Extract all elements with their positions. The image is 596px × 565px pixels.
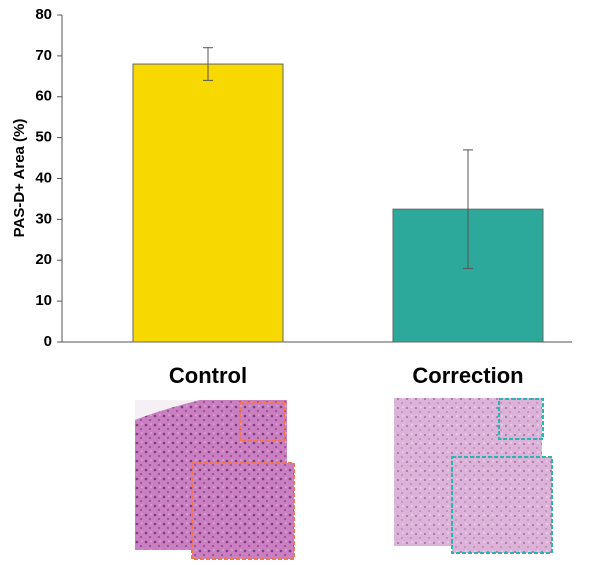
histology-correction	[394, 398, 552, 553]
y-tick-label: 60	[35, 88, 52, 105]
inset-zoom	[452, 457, 552, 553]
y-tick-label: 80	[35, 6, 52, 23]
chart: PAS-D+ Area (%) 0 10 20 30 40 50 60 70 80 Control…	[0, 0, 596, 565]
histology-control	[135, 400, 294, 559]
bar	[133, 64, 283, 342]
y-tick-label: 30	[35, 210, 52, 227]
y-tick-label: 40	[35, 169, 52, 186]
y-tick-label: 50	[35, 129, 52, 146]
y-tick-label: 0	[44, 333, 52, 350]
x-tick-label: Control	[169, 363, 247, 388]
y-axis-label: PAS-D+ Area (%)	[11, 119, 28, 238]
x-tick-label: Correction	[412, 363, 523, 388]
y-tick-label: 70	[35, 47, 52, 64]
y-tick-label: 10	[35, 292, 52, 309]
inset-zoom	[192, 463, 294, 559]
y-tick-label: 20	[35, 251, 52, 268]
